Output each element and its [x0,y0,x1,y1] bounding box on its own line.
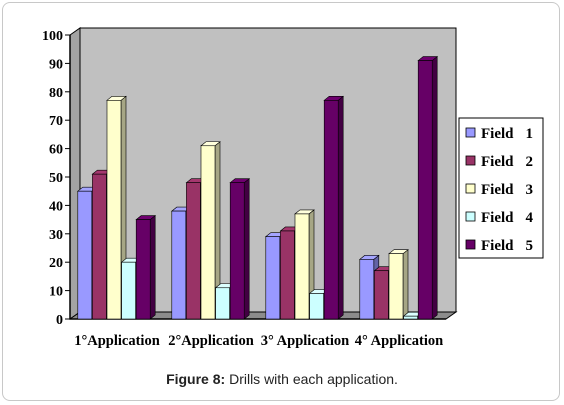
legend-swatch [465,155,476,166]
bar-side [149,214,156,320]
x-category-label: 1°Application [74,333,160,349]
legend-label: Field [481,154,514,170]
legend-number: 1 [526,126,534,142]
legend-label: Field [481,182,514,198]
bar [309,293,324,320]
legend-label: Field [481,126,514,142]
bar [121,261,136,320]
caption-text: Drills with each application. [225,371,398,387]
legend-swatch [465,127,476,138]
y-tick-label: 50 [49,171,63,186]
y-tick-label: 60 [49,143,63,158]
bar-chart: 0 10 20 30 40 50 60 70 80 90 100 1°Application 2°App… [42,27,544,349]
y-tick-label: 20 [49,256,63,271]
legend-number: 5 [526,238,534,254]
bar [323,100,339,320]
bar [229,182,245,320]
legend-number: 4 [526,210,534,226]
y-tick-label: 30 [49,228,63,243]
bar-side [402,249,409,320]
bar [388,253,404,320]
legend-number: 2 [526,154,534,170]
x-category-label: 2°Application [168,333,254,349]
bar [359,259,375,320]
bar [280,230,295,320]
bar [171,210,187,320]
bar [186,182,201,320]
x-category-label: 3° Application [261,333,349,349]
bar-side [243,178,250,320]
bar [200,145,216,320]
y-tick-label: 100 [42,29,63,44]
y-tick-label: 40 [49,199,63,214]
bar [135,219,151,320]
caption-label: Figure 8: [166,371,226,387]
bar-side [337,95,344,320]
legend-swatch [465,211,476,222]
y-tick-label: 10 [49,285,63,300]
y-tick-label: 70 [49,114,63,129]
bar [374,270,389,320]
legend-swatch [465,183,476,194]
bar [215,287,230,320]
bar [403,315,418,320]
bar [77,190,93,320]
bar [92,173,107,320]
legend-swatch [465,239,476,250]
y-tick-label: 0 [56,313,63,328]
legend-label: Field [481,210,514,226]
y-tick-label: 80 [49,86,63,101]
bar [265,236,281,320]
legend-label: Field [481,238,514,254]
figure-caption: Figure 8: Drills with each application. [0,371,564,387]
bar [294,213,310,320]
x-category-label: 4° Application [355,333,443,349]
legend-number: 3 [526,182,534,198]
bar-side [431,55,438,320]
y-tick-label: 90 [49,57,63,72]
bar [106,100,122,320]
bar [417,60,433,320]
